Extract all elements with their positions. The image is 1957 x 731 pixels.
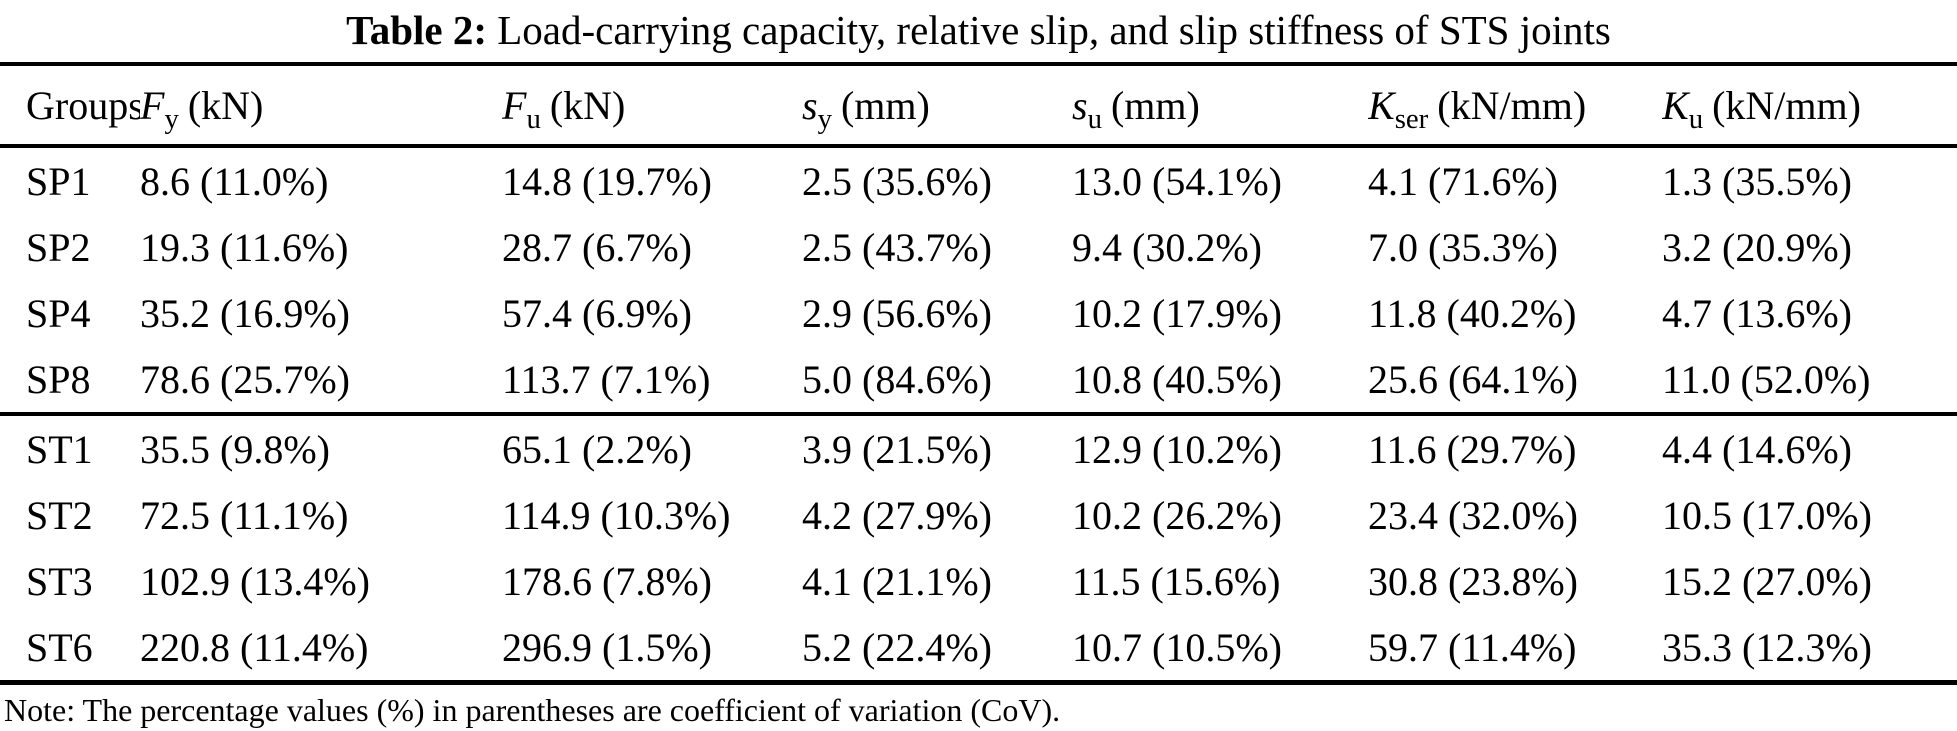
kser-cell: 11.6 (29.7%) bbox=[1368, 426, 1577, 472]
ku-cell: 4.4 (14.6%) bbox=[1662, 426, 1852, 472]
col-header-sy: sy (mm) bbox=[802, 64, 1072, 148]
ku-cell: 3.2 (20.9%) bbox=[1662, 224, 1852, 270]
fy-cell: 8.6 (11.0%) bbox=[140, 158, 329, 204]
su-cell: 13.0 (54.1%) bbox=[1072, 158, 1282, 204]
sy-cell: 3.9 (21.5%) bbox=[802, 426, 992, 472]
kser-cell: 23.4 (32.0%) bbox=[1368, 492, 1578, 538]
table-row: ST3 102.9 (13.4%) 178.6 (7.8%) 4.1 (21.1… bbox=[0, 548, 1957, 614]
su-cell: 11.5 (15.6%) bbox=[1072, 558, 1281, 604]
group-cell: ST1 bbox=[26, 426, 93, 472]
sy-cell: 2.9 (56.6%) bbox=[802, 290, 992, 336]
kser-cell: 59.7 (11.4%) bbox=[1368, 614, 1662, 685]
su-cell: 12.9 (10.2%) bbox=[1072, 426, 1282, 472]
col-header-fy: Fy (kN) bbox=[140, 64, 502, 148]
fu-cell: 65.1 (2.2%) bbox=[502, 426, 692, 472]
group-cell: ST3 bbox=[26, 558, 93, 604]
sy-cell: 2.5 (43.7%) bbox=[802, 224, 992, 270]
kser-cell: 30.8 (23.8%) bbox=[1368, 558, 1578, 604]
su-cell: 10.7 (10.5%) bbox=[1072, 614, 1368, 685]
table-row: ST6 220.8 (11.4%) 296.9 (1.5%) 5.2 (22.4… bbox=[0, 614, 1957, 685]
fu-cell: 178.6 (7.8%) bbox=[502, 558, 712, 604]
fu-cell: 113.7 (7.1%) bbox=[502, 346, 802, 416]
sy-cell: 5.2 (22.4%) bbox=[802, 614, 1072, 685]
col-header-fu: Fu (kN) bbox=[502, 64, 802, 148]
kser-cell: 25.6 (64.1%) bbox=[1368, 346, 1662, 416]
fu-cell: 28.7 (6.7%) bbox=[502, 224, 692, 270]
fy-cell: 35.2 (16.9%) bbox=[140, 290, 350, 336]
sy-cell: 4.1 (21.1%) bbox=[802, 558, 992, 604]
kser-cell: 7.0 (35.3%) bbox=[1368, 224, 1558, 270]
group-cell: SP1 bbox=[26, 158, 91, 204]
ku-cell: 15.2 (27.0%) bbox=[1662, 558, 1872, 604]
fy-cell: 72.5 (11.1%) bbox=[140, 492, 349, 538]
group-cell: SP2 bbox=[26, 224, 91, 270]
su-cell: 10.2 (26.2%) bbox=[1072, 492, 1282, 538]
table-row: ST2 72.5 (11.1%) 114.9 (10.3%) 4.2 (27.9… bbox=[0, 482, 1957, 548]
col-header-su: su (mm) bbox=[1072, 64, 1368, 148]
table-row: ST1 35.5 (9.8%) 65.1 (2.2%) 3.9 (21.5%) … bbox=[0, 414, 1957, 482]
group-cell: SP4 bbox=[26, 290, 91, 336]
kser-cell: 11.8 (40.2%) bbox=[1368, 290, 1577, 336]
fy-cell: 35.5 (9.8%) bbox=[140, 426, 330, 472]
su-cell: 10.2 (17.9%) bbox=[1072, 290, 1282, 336]
group-cell: ST6 bbox=[0, 614, 140, 685]
fy-cell: 19.3 (11.6%) bbox=[140, 224, 349, 270]
table-caption-number: Table 2: bbox=[346, 7, 488, 53]
ku-cell: 10.5 (17.0%) bbox=[1662, 492, 1872, 538]
table-row: SP1 8.6 (11.0%) 14.8 (19.7%) 2.5 (35.6%)… bbox=[0, 146, 1957, 214]
fy-cell: 78.6 (25.7%) bbox=[140, 346, 502, 416]
group-cell: ST2 bbox=[26, 492, 93, 538]
kser-cell: 4.1 (71.6%) bbox=[1368, 158, 1558, 204]
sy-cell: 5.0 (84.6%) bbox=[802, 346, 1072, 416]
table-note: Note: The percentage values (%) in paren… bbox=[4, 692, 1061, 728]
table-caption: Table 2: Load-carrying capacity, relativ… bbox=[0, 0, 1957, 62]
sy-cell: 4.2 (27.9%) bbox=[802, 492, 992, 538]
su-cell: 9.4 (30.2%) bbox=[1072, 224, 1262, 270]
fy-cell: 102.9 (13.4%) bbox=[140, 558, 370, 604]
sy-cell: 2.5 (35.6%) bbox=[802, 158, 992, 204]
sts-joints-table: Groups Fy (kN) Fu (kN) sy (mm) su (mm) Kser(… bbox=[0, 62, 1957, 685]
ku-cell: 35.3 (12.3%) bbox=[1662, 614, 1957, 685]
ku-cell: 4.7 (13.6%) bbox=[1662, 290, 1852, 336]
table-caption-text: Load-carrying capacity, relative slip, a… bbox=[497, 7, 1611, 53]
fu-cell: 296.9 (1.5%) bbox=[502, 614, 802, 685]
col-header-groups: Groups bbox=[0, 64, 140, 148]
fy-cell: 220.8 (11.4%) bbox=[140, 614, 502, 685]
table-row: SP2 19.3 (11.6%) 28.7 (6.7%) 2.5 (43.7%)… bbox=[0, 214, 1957, 280]
col-header-kser: Kser (kN/mm) bbox=[1368, 64, 1662, 148]
header-row: Groups Fy (kN) Fu (kN) sy (mm) su (mm) Kser(… bbox=[0, 64, 1957, 148]
group-cell: SP8 bbox=[0, 346, 140, 416]
fu-cell: 14.8 (19.7%) bbox=[502, 158, 712, 204]
ku-cell: 11.0 (52.0%) bbox=[1662, 346, 1957, 416]
fu-cell: 57.4 (6.9%) bbox=[502, 290, 692, 336]
table-row: SP4 35.2 (16.9%) 57.4 (6.9%) 2.9 (56.6%)… bbox=[0, 280, 1957, 346]
col-header-ku: Ku (kN/mm) bbox=[1662, 64, 1957, 148]
ku-cell: 1.3 (35.5%) bbox=[1662, 158, 1852, 204]
table-row: SP8 78.6 (25.7%) 113.7 (7.1%) 5.0 (84.6%… bbox=[0, 346, 1957, 416]
fu-cell: 114.9 (10.3%) bbox=[502, 492, 731, 538]
su-cell: 10.8 (40.5%) bbox=[1072, 346, 1368, 416]
